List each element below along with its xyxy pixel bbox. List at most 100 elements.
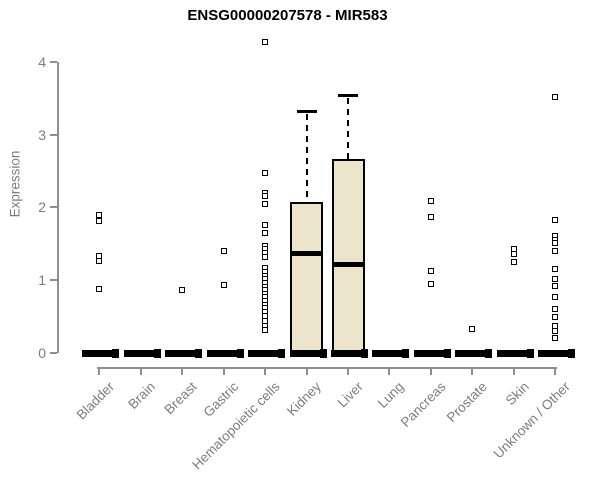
y-tick-label: 2 [38,199,46,216]
outlier-point [552,314,559,321]
outlier-point [262,193,269,200]
x-axis-tick [181,367,184,375]
zero-bar-end-marker [112,348,120,358]
outlier-point [552,306,559,313]
zero-expression-bar [455,349,490,357]
y-tick-label: 1 [38,271,46,288]
outlier-point [552,293,559,300]
y-axis-tick [50,351,57,354]
outlier-point [552,266,559,273]
outlier-point [469,325,476,332]
x-axis-line [97,366,558,369]
x-axis-tick [264,367,267,375]
outlier-point [262,327,269,334]
zero-bar-end-marker [319,348,327,358]
outlier-point [262,221,269,228]
whisker-line [305,114,308,203]
outlier-point [552,282,559,289]
chart-title: ENSG00000207578 - MIR583 [187,7,388,24]
outlier-point [552,335,559,342]
outlier-point [262,200,269,207]
y-axis-line [57,61,59,353]
outlier-point [552,327,559,334]
zero-expression-bar [372,349,407,357]
box [331,158,365,356]
x-axis-tick [471,367,474,375]
zero-bar-end-marker [153,348,161,358]
y-axis-tick [50,206,57,209]
outlier-point [427,280,434,287]
outlier-point [262,229,269,236]
x-axis-tick [305,367,308,375]
outlier-point [427,198,434,205]
outlier-point [552,217,559,224]
x-axis-tick [222,367,225,375]
zero-bar-end-marker [236,348,244,358]
x-axis-tick [554,367,557,375]
x-axis-tick [139,367,142,375]
outlier-point [96,258,103,265]
outlier-point [96,218,103,225]
outlier-point [552,275,559,282]
zero-bar-end-marker [443,348,451,358]
zero-expression-bar [331,349,365,357]
zero-expression-bar [538,349,573,357]
zero-bar-end-marker [361,348,368,358]
outlier-point [179,287,186,294]
zero-bar-end-marker [278,348,286,358]
y-tick-label: 4 [38,53,46,70]
median-line [331,262,365,268]
x-category-label: Pancreas [397,378,449,430]
x-axis-tick [98,367,101,375]
whisker-cap [296,110,317,114]
x-category-label: Brain [125,378,159,412]
zero-expression-bar [123,349,158,357]
zero-expression-bar [165,349,200,357]
zero-expression-bar [413,349,448,357]
outlier-point [262,170,269,177]
outlier-point [510,258,517,265]
zero-expression-bar [82,349,117,357]
x-axis-tick [429,367,432,375]
zero-bar-end-marker [526,348,534,358]
y-axis-tick [50,133,57,136]
zero-expression-bar [289,349,324,357]
zero-expression-bar [206,349,241,357]
outlier-point [262,254,269,261]
outlier-point [96,285,103,292]
whisker-line [347,97,349,159]
median-line [290,250,324,256]
zero-expression-bar [248,349,283,357]
x-category-label: Liver [334,378,366,410]
zero-bar-end-marker [195,348,203,358]
outlier-point [427,268,434,275]
x-axis-tick [512,367,515,375]
zero-bar-end-marker [568,348,576,358]
x-category-label: Bladder [73,378,117,423]
x-category-label: Skin [502,378,532,408]
outlier-point [552,94,559,101]
x-category-label: Kidney [284,378,325,419]
outlier-point [220,282,227,289]
zero-expression-bar [496,349,531,357]
outlier-point [510,250,517,257]
outlier-point [262,39,269,46]
y-axis-tick [50,60,57,63]
outlier-point [427,213,434,220]
whisker-cap [338,93,358,97]
box [290,202,324,356]
x-category-label: Prostate [443,378,490,425]
outlier-point [552,247,559,254]
x-axis-tick [347,367,349,375]
zero-bar-end-marker [402,348,410,358]
outlier-point [96,211,103,218]
y-axis-tick [50,278,57,281]
x-category-label: Breast [161,378,200,417]
x-axis-tick [388,367,391,375]
x-category-label: Unknown / Other [490,378,573,461]
y-tick-label: 3 [38,126,46,143]
y-tick-label: 0 [38,344,46,361]
zero-bar-end-marker [485,348,493,358]
